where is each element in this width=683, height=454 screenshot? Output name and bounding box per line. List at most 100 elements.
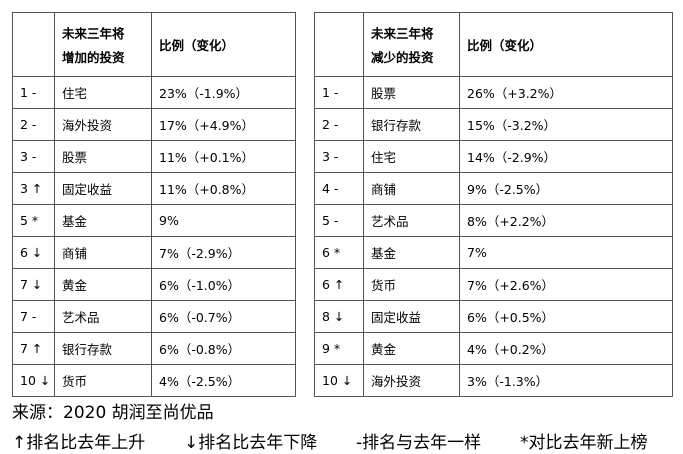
table-row: 2 - 银行存款 15%（-3.2%） xyxy=(314,108,673,141)
ratio-cell: 15%（-3.2%） xyxy=(459,108,673,141)
decrease-investment-table: 未来三年将 减少的投资 比例（变化） 1 - 股票 26%（+3.2%） 2 - 银行存款 15… xyxy=(314,12,673,397)
header-item-line1: 未来三年将 xyxy=(371,25,434,41)
investment-cell: 商铺 xyxy=(363,172,460,205)
table-row: 10 ↓ 货币 4%（-2.5%） xyxy=(12,364,296,397)
rank-cell: 7 ↑ xyxy=(12,332,55,365)
legend: ↑排名比去年上升 ↓排名比去年下降 -排名与去年一样 *对比去年新上榜 xyxy=(12,428,648,453)
ratio-cell: 26%（+3.2%） xyxy=(459,76,673,109)
header-item-line2: 减少的投资 xyxy=(371,49,434,65)
legend-down: ↓排名比去年下降 xyxy=(184,433,318,453)
rank-cell: 8 ↓ xyxy=(314,300,364,333)
rank-cell: 10 ↓ xyxy=(314,364,364,397)
investment-cell: 股票 xyxy=(363,76,460,109)
ratio-cell: 6%（-0.8%） xyxy=(151,332,296,365)
table-row: 6 ↓ 商铺 7%（-2.9%） xyxy=(12,236,296,269)
rank-cell: 6 * xyxy=(314,236,364,269)
table-row: 10 ↓ 海外投资 3%（-1.3%） xyxy=(314,364,673,397)
ratio-cell: 7%（-2.9%） xyxy=(151,236,296,269)
investment-cell: 固定收益 xyxy=(363,300,460,333)
table-row: 7 - 艺术品 6%（-0.7%） xyxy=(12,300,296,333)
rank-cell: 1 - xyxy=(314,76,364,109)
investment-cell: 住宅 xyxy=(54,76,152,109)
increase-investment-table: 未来三年将 增加的投资 比例（变化） 1 - 住宅 23%（-1.9%） 2 - 海外投资 17… xyxy=(12,12,296,397)
header-rank xyxy=(314,12,364,77)
table-row: 3 - 股票 11%（+0.1%） xyxy=(12,140,296,173)
rank-cell: 4 - xyxy=(314,172,364,205)
ratio-cell: 9%（-2.5%） xyxy=(459,172,673,205)
ratio-cell: 4%（-2.5%） xyxy=(151,364,296,397)
rank-cell: 2 - xyxy=(314,108,364,141)
investment-cell: 艺术品 xyxy=(363,204,460,237)
ratio-cell: 17%（+4.9%） xyxy=(151,108,296,141)
ratio-cell: 14%（-2.9%） xyxy=(459,140,673,173)
table-row: 7 ↓ 黄金 6%（-1.0%） xyxy=(12,268,296,301)
rank-cell: 5 - xyxy=(314,204,364,237)
ratio-cell: 6%（-1.0%） xyxy=(151,268,296,301)
rank-cell: 10 ↓ xyxy=(12,364,55,397)
table-row: 1 - 住宅 23%（-1.9%） xyxy=(12,76,296,109)
ratio-cell: 6%（+0.5%） xyxy=(459,300,673,333)
investment-cell: 黄金 xyxy=(363,332,460,365)
investment-cell: 海外投资 xyxy=(363,364,460,397)
table-row: 5 - 艺术品 8%（+2.2%） xyxy=(314,204,673,237)
header-item: 未来三年将减少的投资 xyxy=(363,12,460,77)
rank-cell: 7 - xyxy=(12,300,55,333)
rank-cell: 6 ↑ xyxy=(314,268,364,301)
table-row: 1 - 股票 26%（+3.2%） xyxy=(314,76,673,109)
ratio-cell: 3%（-1.3%） xyxy=(459,364,673,397)
ratio-cell: 11%（+0.8%） xyxy=(151,172,296,205)
ratio-cell: 7%（+2.6%） xyxy=(459,268,673,301)
rank-cell: 3 - xyxy=(12,140,55,173)
ratio-cell: 6%（-0.7%） xyxy=(151,300,296,333)
table-row: 9 * 黄金 4%（+0.2%） xyxy=(314,332,673,365)
header-ratio: 比例（变化） xyxy=(459,12,673,77)
investment-cell: 货币 xyxy=(363,268,460,301)
rank-cell: 3 ↑ xyxy=(12,172,55,205)
rank-cell: 9 * xyxy=(314,332,364,365)
rank-cell: 3 - xyxy=(314,140,364,173)
investment-cell: 艺术品 xyxy=(54,300,152,333)
table-row: 3 - 住宅 14%（-2.9%） xyxy=(314,140,673,173)
legend-up: ↑排名比去年上升 xyxy=(12,433,146,453)
table-header-row: 未来三年将 减少的投资 比例（变化） xyxy=(314,12,673,77)
source-note: 来源：2020 胡润至尚优品 xyxy=(12,403,214,423)
rank-cell: 1 - xyxy=(12,76,55,109)
table-row: 2 - 海外投资 17%（+4.9%） xyxy=(12,108,296,141)
header-ratio: 比例（变化） xyxy=(151,12,296,77)
investment-cell: 住宅 xyxy=(363,140,460,173)
investment-cell: 银行存款 xyxy=(363,108,460,141)
rank-cell: 6 ↓ xyxy=(12,236,55,269)
rank-cell: 5 * xyxy=(12,204,55,237)
investment-cell: 海外投资 xyxy=(54,108,152,141)
table-header-row: 未来三年将 增加的投资 比例（变化） xyxy=(12,12,296,77)
rank-cell: 7 ↓ xyxy=(12,268,55,301)
header-item-line1: 未来三年将 xyxy=(62,25,125,41)
header-rank xyxy=(12,12,55,77)
ratio-cell: 23%（-1.9%） xyxy=(151,76,296,109)
table-row: 8 ↓ 固定收益 6%（+0.5%） xyxy=(314,300,673,333)
ratio-cell: 4%（+0.2%） xyxy=(459,332,673,365)
investment-cell: 黄金 xyxy=(54,268,152,301)
header-item: 未来三年将增加的投资 xyxy=(54,12,152,77)
ratio-cell: 7% xyxy=(459,236,673,269)
investment-cell: 银行存款 xyxy=(54,332,152,365)
investment-cell: 基金 xyxy=(363,236,460,269)
ratio-cell: 8%（+2.2%） xyxy=(459,204,673,237)
table-row: 5 * 基金 9% xyxy=(12,204,296,237)
table-row: 6 * 基金 7% xyxy=(314,236,673,269)
investment-cell: 固定收益 xyxy=(54,172,152,205)
legend-same: -排名与去年一样 xyxy=(356,433,482,453)
table-row: 4 - 商铺 9%（-2.5%） xyxy=(314,172,673,205)
investment-cell: 商铺 xyxy=(54,236,152,269)
investment-cell: 货币 xyxy=(54,364,152,397)
rank-cell: 2 - xyxy=(12,108,55,141)
header-item-line2: 增加的投资 xyxy=(62,49,125,65)
investment-cell: 基金 xyxy=(54,204,152,237)
ratio-cell: 11%（+0.1%） xyxy=(151,140,296,173)
table-row: 3 ↑ 固定收益 11%（+0.8%） xyxy=(12,172,296,205)
legend-new: *对比去年新上榜 xyxy=(520,433,648,453)
ratio-cell: 9% xyxy=(151,204,296,237)
table-row: 7 ↑ 银行存款 6%（-0.8%） xyxy=(12,332,296,365)
table-row: 6 ↑ 货币 7%（+2.6%） xyxy=(314,268,673,301)
investment-cell: 股票 xyxy=(54,140,152,173)
